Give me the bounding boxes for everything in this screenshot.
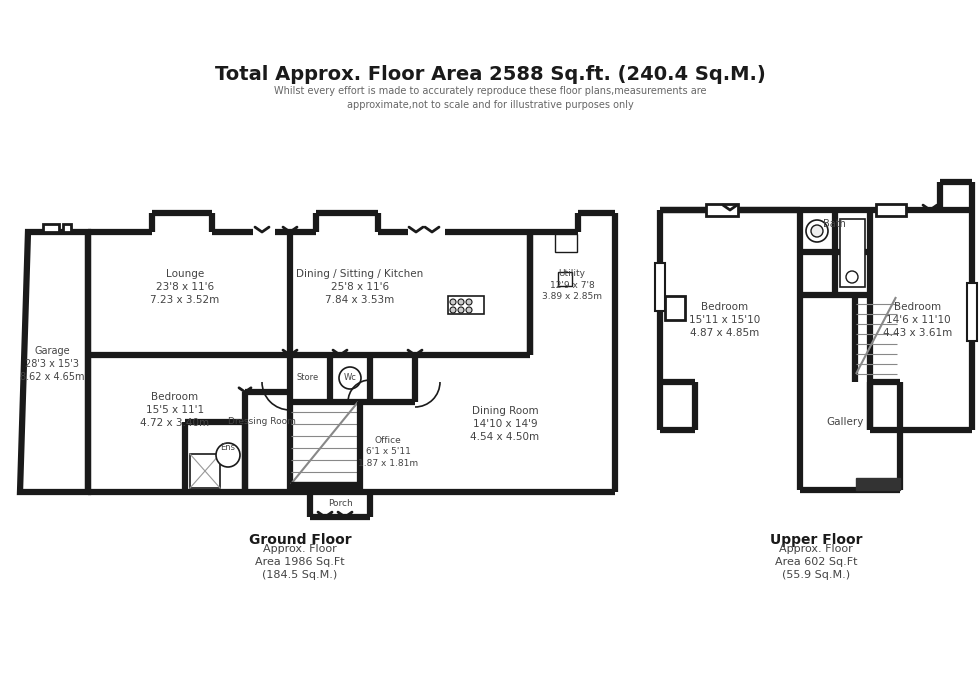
Text: Dining Room
14'10 x 14'9
4.54 x 4.50m: Dining Room 14'10 x 14'9 4.54 x 4.50m (470, 406, 540, 442)
Circle shape (466, 299, 472, 305)
Bar (655, 263, 665, 311)
Text: Whilst every effort is made to accurately reproduce these floor plans,measuremen: Whilst every effort is made to accuratel… (273, 86, 707, 109)
Text: Ens: Ens (220, 444, 235, 453)
Circle shape (339, 367, 361, 389)
Text: Total Approx. Floor Area 2588 Sq.ft. (240.4 Sq.M.): Total Approx. Floor Area 2588 Sq.ft. (24… (215, 66, 765, 84)
Bar (856, 478, 900, 490)
Text: Porch: Porch (327, 500, 353, 509)
Text: Bedroom
14'6 x 11'10
4.43 x 3.61m: Bedroom 14'6 x 11'10 4.43 x 3.61m (883, 302, 953, 338)
Bar (876, 204, 906, 216)
Text: Upper Floor: Upper Floor (769, 533, 862, 547)
Bar (190, 454, 220, 488)
Text: Bath: Bath (822, 219, 846, 229)
Bar (840, 219, 865, 287)
Bar (63, 224, 71, 232)
Bar (291, 482, 361, 492)
Bar (558, 272, 572, 286)
Text: Garage
28'3 x 15'3
8.62 x 4.65m: Garage 28'3 x 15'3 8.62 x 4.65m (20, 346, 84, 382)
Text: Office
6'1 x 5'11
1.87 x 1.81m: Office 6'1 x 5'11 1.87 x 1.81m (358, 436, 418, 468)
Bar (967, 283, 977, 341)
Bar (43, 224, 59, 232)
Text: Dining / Sitting / Kitchen
25'8 x 11'6
7.84 x 3.53m: Dining / Sitting / Kitchen 25'8 x 11'6 7… (296, 268, 423, 305)
Text: Ground Floor: Ground Floor (249, 533, 351, 547)
Text: Gallery: Gallery (826, 417, 863, 427)
Circle shape (846, 271, 858, 283)
Polygon shape (20, 232, 88, 492)
Text: Bedroom
15'11 x 15'10
4.87 x 4.85m: Bedroom 15'11 x 15'10 4.87 x 4.85m (689, 302, 760, 338)
Circle shape (450, 307, 456, 313)
Circle shape (811, 225, 823, 237)
Circle shape (458, 299, 464, 305)
Bar (665, 296, 685, 320)
Text: Store: Store (297, 372, 319, 381)
Circle shape (216, 443, 240, 467)
Text: Wc: Wc (344, 372, 357, 381)
Bar (555, 234, 577, 252)
Text: Approx. Floor
Area 602 Sq.Ft
(55.9 Sq.M.): Approx. Floor Area 602 Sq.Ft (55.9 Sq.M.… (775, 544, 858, 580)
Bar (706, 204, 738, 216)
Text: Approx. Floor
Area 1986 Sq.Ft
(184.5 Sq.M.): Approx. Floor Area 1986 Sq.Ft (184.5 Sq.… (255, 544, 345, 580)
Text: Dressing Room: Dressing Room (228, 417, 296, 426)
Circle shape (466, 307, 472, 313)
Text: Bedroom
15'5 x 11'1
4.72 x 3.40m: Bedroom 15'5 x 11'1 4.72 x 3.40m (140, 392, 210, 428)
Text: Utility
12'9 x 7'8
3.89 x 2.85m: Utility 12'9 x 7'8 3.89 x 2.85m (542, 268, 602, 301)
Circle shape (450, 299, 456, 305)
Circle shape (806, 220, 828, 242)
Text: Lounge
23'8 x 11'6
7.23 x 3.52m: Lounge 23'8 x 11'6 7.23 x 3.52m (150, 268, 220, 305)
Bar (448, 296, 484, 314)
Circle shape (458, 307, 464, 313)
